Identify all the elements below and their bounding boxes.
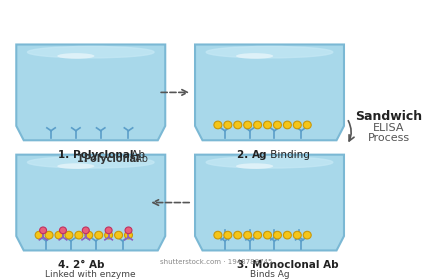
Text: Ab: Ab bbox=[132, 154, 149, 164]
Text: 1.: 1. bbox=[77, 154, 91, 164]
Circle shape bbox=[125, 231, 132, 239]
Circle shape bbox=[274, 121, 281, 129]
Text: Sandwich: Sandwich bbox=[355, 110, 422, 123]
Polygon shape bbox=[16, 45, 165, 140]
Circle shape bbox=[214, 231, 222, 239]
Text: 2.: 2. bbox=[237, 150, 252, 160]
Ellipse shape bbox=[27, 46, 154, 58]
Circle shape bbox=[105, 231, 113, 239]
Circle shape bbox=[274, 231, 281, 239]
Circle shape bbox=[45, 231, 53, 239]
Text: Binding: Binding bbox=[267, 150, 310, 160]
Circle shape bbox=[234, 231, 242, 239]
Circle shape bbox=[82, 227, 89, 234]
Polygon shape bbox=[195, 155, 344, 250]
Ellipse shape bbox=[206, 46, 333, 58]
Circle shape bbox=[35, 231, 43, 239]
Circle shape bbox=[244, 121, 252, 129]
Circle shape bbox=[224, 231, 232, 239]
Circle shape bbox=[85, 231, 93, 239]
Text: 2° Ab: 2° Ab bbox=[73, 260, 104, 270]
Text: Binds Ag: Binds Ag bbox=[250, 270, 289, 279]
Text: Ag: Ag bbox=[252, 150, 267, 160]
Circle shape bbox=[105, 227, 112, 234]
Circle shape bbox=[75, 231, 83, 239]
Ellipse shape bbox=[57, 53, 94, 59]
Circle shape bbox=[303, 121, 311, 129]
Text: Process: Process bbox=[368, 133, 410, 143]
Circle shape bbox=[254, 121, 262, 129]
Circle shape bbox=[293, 121, 301, 129]
Text: Polyclonal: Polyclonal bbox=[83, 154, 139, 164]
Circle shape bbox=[244, 231, 252, 239]
Text: shutterstock.com · 1948788745: shutterstock.com · 1948788745 bbox=[160, 259, 272, 265]
Circle shape bbox=[284, 121, 291, 129]
Text: Polyclonal: Polyclonal bbox=[73, 150, 133, 160]
Circle shape bbox=[303, 231, 311, 239]
Circle shape bbox=[55, 231, 63, 239]
Circle shape bbox=[59, 227, 66, 234]
Circle shape bbox=[293, 231, 301, 239]
Polygon shape bbox=[16, 155, 165, 250]
Circle shape bbox=[264, 231, 271, 239]
Circle shape bbox=[234, 121, 242, 129]
Ellipse shape bbox=[236, 163, 273, 169]
Circle shape bbox=[115, 231, 123, 239]
Circle shape bbox=[40, 227, 47, 234]
Text: Linked with enzyme: Linked with enzyme bbox=[45, 270, 136, 279]
Text: 4.: 4. bbox=[58, 260, 73, 270]
Circle shape bbox=[254, 231, 262, 239]
Text: Monoclonal Ab: Monoclonal Ab bbox=[252, 260, 338, 270]
Ellipse shape bbox=[57, 163, 94, 169]
Circle shape bbox=[65, 231, 73, 239]
Text: ELISA: ELISA bbox=[373, 123, 404, 133]
Text: Ab: Ab bbox=[127, 150, 145, 160]
Text: 1.: 1. bbox=[58, 150, 73, 160]
Ellipse shape bbox=[27, 157, 154, 168]
Circle shape bbox=[284, 231, 291, 239]
Circle shape bbox=[224, 121, 232, 129]
Circle shape bbox=[214, 121, 222, 129]
Ellipse shape bbox=[236, 53, 273, 59]
Circle shape bbox=[125, 227, 132, 234]
Polygon shape bbox=[195, 45, 344, 140]
Ellipse shape bbox=[206, 157, 333, 168]
Circle shape bbox=[264, 121, 271, 129]
Text: 3.: 3. bbox=[237, 260, 252, 270]
Circle shape bbox=[95, 231, 103, 239]
